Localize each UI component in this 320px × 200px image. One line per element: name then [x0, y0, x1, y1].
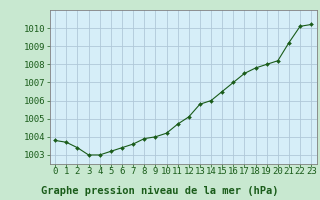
Text: Graphe pression niveau de la mer (hPa): Graphe pression niveau de la mer (hPa) — [41, 186, 279, 196]
